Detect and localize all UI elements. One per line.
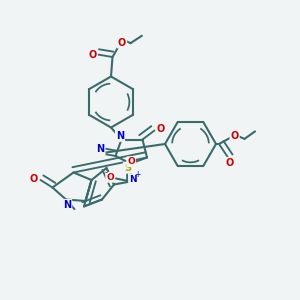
Text: N: N bbox=[129, 175, 137, 184]
Text: O: O bbox=[225, 158, 234, 168]
Text: S: S bbox=[124, 163, 131, 173]
Text: O: O bbox=[88, 50, 97, 60]
Text: O: O bbox=[230, 131, 239, 141]
Text: N: N bbox=[63, 200, 71, 210]
Text: +: + bbox=[134, 170, 140, 179]
Text: O: O bbox=[156, 124, 165, 134]
Text: -: - bbox=[105, 169, 108, 178]
Text: O: O bbox=[127, 157, 135, 166]
Text: O: O bbox=[106, 173, 114, 182]
Text: O: O bbox=[118, 38, 126, 48]
Text: N: N bbox=[96, 144, 105, 154]
Text: O: O bbox=[30, 173, 38, 184]
Text: N: N bbox=[116, 131, 124, 141]
